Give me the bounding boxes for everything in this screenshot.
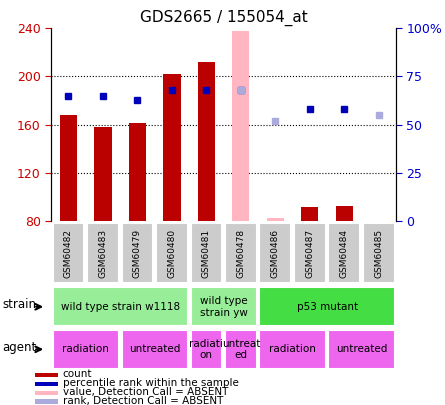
Bar (225, 330, 257, 369)
Bar (163, 74, 181, 221)
Bar (129, 124, 146, 221)
Text: radiation: radiation (62, 344, 109, 354)
Text: GSM60485: GSM60485 (374, 228, 383, 278)
Bar (121, 330, 188, 369)
Bar (232, 31, 250, 221)
Bar (363, 223, 395, 283)
Bar (259, 223, 291, 283)
Bar (53, 287, 188, 326)
Text: count: count (63, 369, 92, 379)
Text: GSM60478: GSM60478 (236, 228, 245, 278)
Bar (121, 223, 153, 283)
Text: percentile rank within the sample: percentile rank within the sample (63, 378, 239, 388)
Text: untreated: untreated (129, 344, 180, 354)
Text: untreat
ed: untreat ed (222, 339, 260, 360)
Bar (60, 115, 77, 221)
Bar (35, 373, 58, 377)
Text: wild type
strain yw: wild type strain yw (200, 296, 247, 318)
Text: GSM60483: GSM60483 (98, 228, 107, 278)
Text: agent: agent (3, 341, 37, 354)
Bar (53, 223, 84, 283)
Bar (294, 223, 326, 283)
Bar (328, 330, 395, 369)
Bar (94, 127, 112, 221)
Bar (259, 330, 326, 369)
Bar (267, 218, 284, 221)
Bar (190, 287, 257, 326)
Text: GSM60479: GSM60479 (133, 228, 142, 278)
Bar (35, 382, 58, 386)
Bar (259, 287, 395, 326)
Text: radiation: radiation (269, 344, 316, 354)
Text: wild type strain w1118: wild type strain w1118 (61, 302, 180, 312)
Text: rank, Detection Call = ABSENT: rank, Detection Call = ABSENT (63, 396, 223, 405)
Text: GSM60480: GSM60480 (167, 228, 176, 278)
Bar (328, 223, 360, 283)
Bar (35, 390, 58, 394)
Bar (87, 223, 119, 283)
Bar (336, 206, 353, 221)
Bar (156, 223, 188, 283)
Bar (190, 330, 222, 369)
Text: GSM60484: GSM60484 (340, 229, 349, 277)
Bar (225, 223, 257, 283)
Text: untreated: untreated (336, 344, 387, 354)
Text: GSM60482: GSM60482 (64, 229, 73, 277)
Text: GSM60481: GSM60481 (202, 228, 211, 278)
Text: p53 mutant: p53 mutant (296, 302, 358, 312)
Bar (53, 330, 119, 369)
Text: GSM60486: GSM60486 (271, 228, 280, 278)
Text: radiati
on: radiati on (190, 339, 223, 360)
Bar (35, 399, 58, 404)
Title: GDS2665 / 155054_at: GDS2665 / 155054_at (140, 9, 307, 26)
Text: strain: strain (3, 298, 36, 311)
Text: value, Detection Call = ABSENT: value, Detection Call = ABSENT (63, 387, 228, 397)
Text: GSM60487: GSM60487 (305, 228, 314, 278)
Bar (198, 62, 215, 221)
Bar (301, 207, 319, 221)
Bar (190, 223, 222, 283)
